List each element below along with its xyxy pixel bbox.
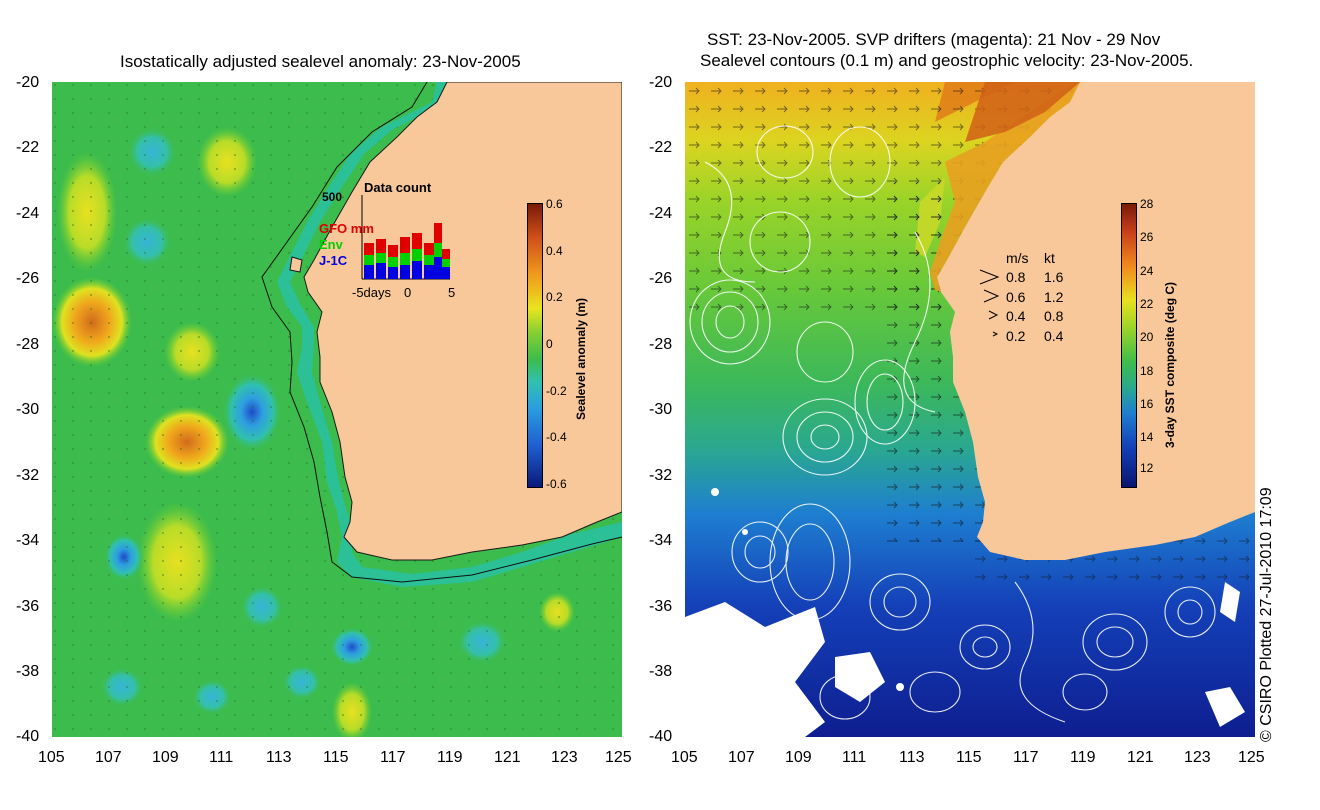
right-map-title-line1: SST: 23-Nov-2005. SVP drifters (magenta)… xyxy=(707,30,1161,49)
colorbar-tick: 16 xyxy=(1140,397,1154,411)
legend-kt: 0.4 xyxy=(1044,328,1064,344)
left-map-title: Isostatically adjusted sealevel anomaly:… xyxy=(120,52,521,71)
data-count-title: Data count xyxy=(364,180,432,195)
colorbar-tick: 0 xyxy=(546,337,553,351)
colorbar-tick: 18 xyxy=(1140,364,1154,378)
y-tick: -32 xyxy=(16,467,40,484)
y-tick: -24 xyxy=(16,205,40,222)
y-tick: -28 xyxy=(649,336,673,353)
x-tick: 117 xyxy=(1013,749,1039,766)
legend-kt: 1.2 xyxy=(1044,289,1064,305)
x-tick: 125 xyxy=(605,749,632,766)
right-map-title-line2: Sealevel contours (0.1 m) and geostrophi… xyxy=(700,51,1194,70)
y-tick: -40 xyxy=(16,728,40,745)
colorbar-label: Sealevel anomaly (m) xyxy=(574,297,588,420)
data-count-x-label: 0 xyxy=(404,285,412,300)
x-tick: 119 xyxy=(1070,749,1096,766)
y-tick: -26 xyxy=(16,270,40,287)
colorbar-tick: 20 xyxy=(1140,330,1154,344)
x-tick: 115 xyxy=(956,749,982,766)
x-tick: 121 xyxy=(494,749,521,766)
csiro-credit: © CSIRO Plotted 27-Jul-2010 17:09 xyxy=(1258,487,1275,742)
colorbar-tick: 14 xyxy=(1140,430,1154,444)
y-tick: -34 xyxy=(16,532,40,549)
colorbar-label: 3-day SST composite (deg C) xyxy=(1163,281,1177,448)
data-count-max: 500 xyxy=(322,190,343,204)
legend-ms: 0.6 xyxy=(1006,289,1026,305)
legend-kt: 0.8 xyxy=(1044,308,1064,324)
x-tick: 117 xyxy=(380,749,406,766)
western-australia-land-sst xyxy=(937,82,1255,560)
x-tick: 109 xyxy=(152,749,179,766)
legend-env: Env xyxy=(319,237,343,252)
colorbar-tick: 28 xyxy=(1140,197,1154,211)
x-tick: 113 xyxy=(266,749,292,766)
y-tick: -40 xyxy=(649,728,673,745)
y-tick: -22 xyxy=(16,139,40,156)
x-tick: 109 xyxy=(785,749,812,766)
y-tick: -30 xyxy=(16,401,40,418)
colorbar-tick: -0.6 xyxy=(546,477,567,491)
colorbar-tick: -0.4 xyxy=(546,430,567,444)
x-tick: 111 xyxy=(209,749,234,766)
sealevel-contours xyxy=(689,125,1216,723)
stacked-bars xyxy=(364,223,450,279)
velocity-arrow-icons xyxy=(979,269,1000,337)
x-tick: 111 xyxy=(842,749,867,766)
y-tick: -24 xyxy=(649,205,673,222)
x-tick: 107 xyxy=(728,749,755,766)
colorbar-tick: -0.2 xyxy=(546,384,567,398)
colorbar-tick: 22 xyxy=(1140,297,1154,311)
x-tick: 107 xyxy=(95,749,122,766)
x-tick: 113 xyxy=(899,749,925,766)
data-count-x-label: -5days xyxy=(352,285,392,300)
colorbar-tick: 26 xyxy=(1140,230,1154,244)
x-tick: 115 xyxy=(323,749,349,766)
colorbar-tick: 0.6 xyxy=(546,197,563,211)
y-tick: -26 xyxy=(649,270,673,287)
y-tick: -36 xyxy=(16,598,40,615)
x-tick: 125 xyxy=(1238,749,1265,766)
x-tick: 105 xyxy=(38,749,65,766)
colorbar-tick: 12 xyxy=(1140,461,1154,475)
y-tick: -38 xyxy=(649,663,673,680)
data-count-bars xyxy=(361,195,450,280)
legend-ms: 0.2 xyxy=(1006,328,1026,344)
legend-kt: 1.6 xyxy=(1044,269,1064,285)
x-tick: 105 xyxy=(671,749,698,766)
legend-gfo: GFO mm xyxy=(319,221,374,236)
legend-ms: 0.8 xyxy=(1006,269,1026,285)
x-tick: 123 xyxy=(551,749,578,766)
sst-map[interactable] xyxy=(685,82,1255,737)
cloud-mask xyxy=(685,488,1245,737)
y-tick: -38 xyxy=(16,663,40,680)
x-tick: 123 xyxy=(1184,749,1211,766)
colorbar-tick: 0.4 xyxy=(546,244,563,258)
y-tick: -36 xyxy=(649,598,673,615)
y-tick: -20 xyxy=(649,74,673,91)
y-tick: -34 xyxy=(649,532,673,549)
x-tick: 119 xyxy=(437,749,463,766)
y-tick: -28 xyxy=(16,336,40,353)
y-tick: -30 xyxy=(649,401,673,418)
legend-ms: 0.4 xyxy=(1006,308,1026,324)
legend-j1c: J-1C xyxy=(319,253,348,268)
data-count-x-label: 5 xyxy=(448,285,456,300)
x-tick: 121 xyxy=(1127,749,1154,766)
y-tick: -32 xyxy=(649,467,673,484)
colorbar-tick: 0.2 xyxy=(546,290,563,304)
y-tick: -20 xyxy=(16,74,40,91)
continental-shelf xyxy=(277,82,622,587)
y-tick: -22 xyxy=(649,139,673,156)
legend-header-kt: kt xyxy=(1044,250,1055,266)
colorbar-tick: 24 xyxy=(1140,264,1154,278)
legend-header-ms: m/s xyxy=(1006,250,1029,266)
